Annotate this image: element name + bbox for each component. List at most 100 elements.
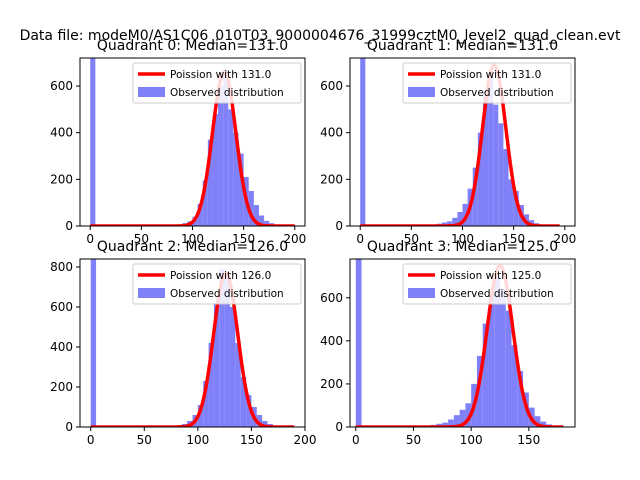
- x-tick-label: 150: [240, 433, 263, 447]
- legend-box: [402, 263, 572, 305]
- histogram-bar: [230, 307, 236, 427]
- histogram-bar: [202, 180, 208, 226]
- legend-hist-swatch: [408, 87, 435, 97]
- histogram-bar: [246, 395, 252, 427]
- histogram-bar: [212, 114, 219, 226]
- histogram-bar: [494, 276, 500, 427]
- y-tick-label: 200: [50, 172, 73, 186]
- histogram-bar: [264, 220, 270, 226]
- histogram-bar: [235, 343, 241, 427]
- axes-frame: [349, 258, 576, 428]
- histogram-bar: [213, 303, 220, 427]
- x-tick-label: 100: [181, 232, 204, 246]
- x-tick-label: 50: [406, 433, 421, 447]
- histogram-bar: [219, 269, 225, 427]
- poisson-curve: [90, 271, 295, 427]
- histogram-bar: [207, 139, 213, 226]
- histogram-bar: [472, 167, 478, 226]
- histogram-bar: [498, 123, 504, 226]
- quadrant-1-plot-area: [359, 58, 561, 226]
- quadrant-0-title: Quadrant 0: Median=131.0: [97, 38, 288, 54]
- legend-hist-label: Observed distribution: [440, 288, 554, 300]
- quadrant-0-panel: 0 50 100 150 200 0 200 400 600 Quadrant 0: Median…: [50, 38, 306, 246]
- x-tick-label: 0: [356, 232, 364, 246]
- histogram-bar: [540, 421, 547, 427]
- legend-hist-swatch: [408, 288, 435, 298]
- x-tick-label: 0: [86, 232, 94, 246]
- subplot-grid: 0 50 100 150 200 0 200 400 600 Quadrant 0: Median…: [50, 38, 576, 447]
- histogram-bar: [482, 323, 489, 427]
- histogram-bar: [448, 419, 454, 427]
- legend-hist-label: Observed distribution: [170, 87, 284, 99]
- x-tick-label: 200: [283, 232, 306, 246]
- y-tick-label: 0: [65, 420, 73, 434]
- quadrant-2-title: Quadrant 2: Median=126.0: [97, 239, 288, 255]
- x-tick-label: 0: [352, 433, 360, 447]
- histogram-bar: [233, 132, 239, 226]
- legend-box: [132, 62, 302, 104]
- histogram-bar: [442, 422, 449, 427]
- y-tick-label: 600: [50, 300, 73, 314]
- y-tick-label: 600: [320, 291, 343, 305]
- x-tick-label: 150: [517, 433, 540, 447]
- quadrant-3-panel: 0 50 100 150 0 200 400 600 Quadrant 3: Median=12…: [320, 239, 576, 447]
- histogram-bar: [493, 104, 499, 226]
- poisson-curve: [359, 63, 561, 226]
- histogram-bar: [248, 191, 254, 226]
- histogram-bar: [218, 86, 224, 226]
- y-tick-label: 400: [320, 126, 343, 140]
- y-tick-label: 600: [50, 79, 73, 93]
- histogram-bar: [477, 132, 483, 226]
- legend: Poission with 125.0 Observed distribution: [402, 263, 572, 305]
- x-tick-label: 50: [404, 232, 419, 246]
- poisson-curve: [89, 70, 296, 226]
- legend: Poission with 131.0 Observed distribution: [132, 62, 302, 104]
- legend-poisson-label: Poission with 131.0: [440, 69, 541, 81]
- histogram-bar: [505, 310, 512, 427]
- axes-frame: [79, 258, 306, 428]
- x-tick-label: 100: [186, 433, 209, 447]
- histogram-bar: [453, 415, 460, 427]
- legend-poisson-label: Poission with 126.0: [170, 270, 271, 282]
- histogram-bar: [534, 416, 541, 427]
- quadrant-1-panel: 0 50 100 150 200 0 200 400 600 Quadrant 1: Median…: [320, 38, 576, 246]
- x-tick-label: 200: [294, 433, 317, 447]
- histogram-bar: [465, 403, 472, 427]
- legend: Poission with 126.0 Observed distribution: [132, 263, 302, 305]
- histogram-bar: [256, 415, 263, 427]
- quadrant-2-plot-area: [90, 259, 295, 427]
- histogram-bar: [459, 409, 466, 427]
- legend-poisson-label: Poission with 131.0: [170, 69, 271, 81]
- histogram-bar: [208, 343, 214, 427]
- y-tick-label: 0: [65, 219, 73, 233]
- legend-hist-label: Observed distribution: [170, 288, 284, 300]
- histogram-bar: [513, 191, 519, 226]
- x-tick-label: 0: [87, 433, 95, 447]
- quadrant-1-title: Quadrant 1: Median=131.0: [367, 38, 558, 54]
- y-tick-label: 600: [320, 79, 343, 93]
- legend-box: [132, 263, 302, 305]
- x-tick-label: 100: [460, 433, 483, 447]
- x-tick-label: 200: [553, 232, 576, 246]
- histogram-bar: [238, 153, 244, 226]
- x-tick-label: 100: [451, 232, 474, 246]
- figure-suptitle: Data file: modeM0/AS1C06_010T03_90000046…: [20, 28, 621, 44]
- histogram-bar: [224, 275, 230, 427]
- histogram-bar: [457, 212, 463, 226]
- y-tick-label: 800: [50, 260, 73, 274]
- histogram-bar: [476, 355, 483, 427]
- histogram-bar: [500, 289, 506, 427]
- quadrant-2-panel: 0 50 100 150 200 0 200 400 600 800 Quadrant 2: Med…: [50, 239, 316, 447]
- quadrant-3-title: Quadrant 3: Median=125.0: [367, 239, 558, 255]
- histogram-bar: [360, 58, 366, 226]
- legend: Poission with 131.0 Observed distribution: [402, 62, 572, 104]
- y-tick-label: 200: [50, 380, 73, 394]
- histogram-bar: [447, 221, 453, 226]
- x-tick-label: 50: [134, 232, 149, 246]
- quadrant-0-plot-area: [89, 58, 296, 226]
- legend-hist-swatch: [138, 87, 165, 97]
- histogram-bar: [90, 58, 96, 226]
- histogram-bar: [488, 293, 495, 427]
- histogram-bar: [488, 74, 494, 226]
